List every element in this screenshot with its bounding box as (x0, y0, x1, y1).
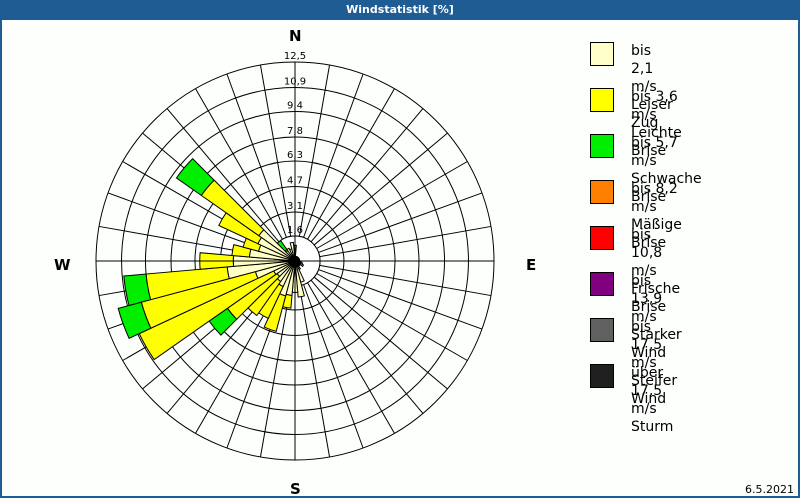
legend-label: Starker Wind (631, 327, 682, 361)
legend-swatch (590, 180, 614, 204)
svg-text:1,6: 1,6 (287, 225, 303, 236)
legend-speed: bis 17,5 m/s (631, 319, 663, 371)
legend-label: Steifer Wind (631, 373, 678, 407)
legend-speed: bis 2,1 m/s (631, 43, 657, 95)
legend-label: Frische Brise (631, 281, 681, 315)
legend-swatch (590, 364, 614, 388)
legend-speed: bis 5,7 m/s (631, 135, 678, 169)
legend-swatch (590, 88, 614, 112)
legend-label: Leichte Brise (631, 125, 682, 159)
legend-speed: bis 13,9 m/s (631, 273, 663, 325)
compass-north-label: N (289, 27, 302, 45)
svg-text:6,3: 6,3 (287, 150, 303, 161)
date-stamp: 6.5.2021 (745, 483, 794, 496)
svg-text:12,5: 12,5 (284, 51, 306, 62)
legend-label: Sturm (631, 419, 674, 435)
svg-text:10,9: 10,9 (284, 77, 306, 88)
legend-swatch (590, 318, 614, 342)
compass-west-label: W (54, 256, 71, 274)
legend-label: Leiser Zug (631, 97, 673, 131)
window-title: Windstatistik [%] (0, 0, 800, 20)
legend-speed: bis 8,2 m/s (631, 181, 678, 215)
legend-speed: bis 10,8 m/s (631, 227, 663, 279)
legend-swatch (590, 134, 614, 158)
wind-rose-chart: 1,6 3,1 4,7 6,3 7,8 9,4 10,9 12,5 (95, 51, 495, 461)
legend-label: Mäßige Brise (631, 217, 682, 251)
legend-speed: bis 3,6 m/s (631, 89, 678, 123)
svg-text:7,8: 7,8 (287, 126, 303, 137)
compass-south-label: S (290, 480, 301, 498)
legend-speed: über 17,5 m/s (631, 365, 664, 417)
legend-label: Schwache Brise (631, 171, 702, 205)
svg-text:3,1: 3,1 (287, 201, 303, 212)
legend-swatch (590, 42, 614, 66)
svg-text:4,7: 4,7 (287, 176, 303, 187)
legend-swatch (590, 226, 614, 250)
compass-east-label: E (526, 256, 537, 274)
legend-swatch (590, 272, 614, 296)
svg-text:9,4: 9,4 (287, 100, 303, 111)
